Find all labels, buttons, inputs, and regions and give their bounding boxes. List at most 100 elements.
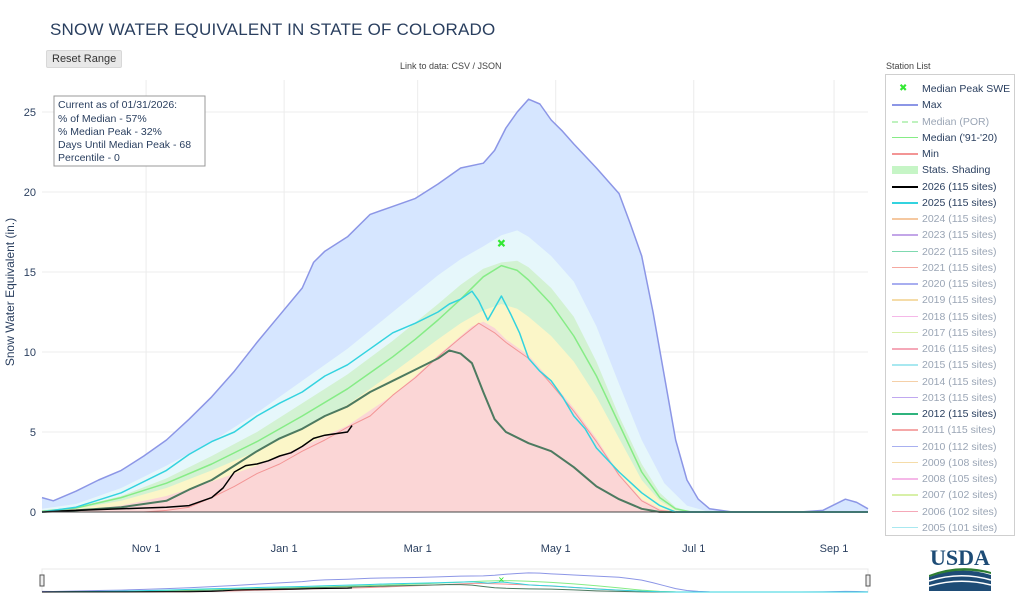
legend-label: 2020 (115 sites) xyxy=(922,278,997,290)
slider-series xyxy=(41,580,868,593)
series-2012-115-sites-[interactable] xyxy=(41,349,868,513)
series-2025-115-sites-[interactable] xyxy=(41,290,868,513)
band-min xyxy=(42,321,868,512)
legend-label: 2021 (115 sites) xyxy=(922,261,997,274)
info-line: % Median Peak - 32% xyxy=(58,126,162,138)
legend-item[interactable]: 2005 (101 sites) xyxy=(890,521,1014,535)
slider-series xyxy=(41,584,868,593)
legend-swatch xyxy=(892,461,918,464)
legend-label: Stats. Shading xyxy=(922,164,991,177)
legend-label: 2007 (102 sites) xyxy=(922,489,998,502)
info-line: Days Until Median Peak - 68 xyxy=(58,139,191,151)
legend-swatch xyxy=(892,478,918,480)
range-slider[interactable]: ✕ xyxy=(39,568,871,593)
slider-series xyxy=(41,581,868,593)
station-list-label[interactable]: Station List xyxy=(886,61,931,71)
x-tick-label: Sep 1 xyxy=(820,543,849,555)
legend-swatch xyxy=(892,250,918,252)
legend-label: 2022 (115 sites) xyxy=(922,245,997,258)
legend-item[interactable]: Median ('91-'20) xyxy=(890,131,1014,145)
data-link[interactable]: Link to data: CSV / JSON xyxy=(400,61,502,71)
legend-item[interactable]: 2023 (115 sites) xyxy=(890,228,1014,242)
legend-item[interactable]: 2018 (115 sites) xyxy=(890,310,1014,324)
legend-item[interactable]: 2016 (115 sites) xyxy=(890,342,1014,356)
legend-item[interactable]: 2025 (115 sites) xyxy=(890,196,1014,210)
legend-item[interactable]: 2014 (115 sites) xyxy=(890,375,1014,389)
legend-label: Max xyxy=(922,99,942,112)
legend-label: 2005 (101 sites) xyxy=(922,521,998,534)
page-title: SNOW WATER EQUIVALENT IN STATE OF COLORA… xyxy=(50,20,496,39)
usda-logo-text: USDA xyxy=(930,545,990,570)
legend-swatch xyxy=(892,364,918,366)
legend-swatch xyxy=(892,104,918,106)
legend-swatch xyxy=(892,283,918,285)
legend-item[interactable]: 2021 (115 sites) xyxy=(890,261,1014,275)
legend-item[interactable]: 2010 (112 sites) xyxy=(890,440,1014,454)
legend-item[interactable]: 2006 (102 sites) xyxy=(890,505,1014,519)
legend-item[interactable]: 2009 (108 sites) xyxy=(890,456,1014,470)
stats-shading-bands xyxy=(42,99,868,512)
legend-swatch xyxy=(892,166,918,175)
slider-series xyxy=(41,572,869,593)
legend-item[interactable]: 2020 (115 sites) xyxy=(890,277,1014,291)
range-slider-handle-right[interactable] xyxy=(865,574,871,587)
legend-label: 2024 (115 sites) xyxy=(922,213,997,225)
legend: ✖ Median Peak SWE Max Median (POR) Median ('… xyxy=(885,74,1015,536)
slider-series xyxy=(41,587,353,593)
series-max[interactable] xyxy=(41,98,869,513)
legend-label: 2010 (112 sites) xyxy=(922,440,997,453)
usda-logo: USDA xyxy=(925,545,995,595)
legend-item[interactable]: Max xyxy=(890,98,1014,112)
series-2026-115-sites-[interactable] xyxy=(41,425,353,513)
range-slider-handle-left[interactable] xyxy=(39,574,45,587)
legend-swatch xyxy=(892,299,918,301)
x-tick-label: Mar 1 xyxy=(404,543,432,555)
legend-item[interactable]: 2024 (115 sites) xyxy=(890,212,1014,226)
legend-label: 2018 (115 sites) xyxy=(922,310,997,323)
legend-swatch xyxy=(892,494,918,496)
series-lines[interactable] xyxy=(41,98,869,513)
legend-label: Median ('91-'20) xyxy=(922,131,998,144)
legend-swatch xyxy=(892,445,918,447)
x-tick-label: Jul 1 xyxy=(682,543,705,555)
legend-item[interactable]: Stats. Shading xyxy=(890,163,1014,177)
legend-item[interactable]: 2012 (115 sites) xyxy=(890,407,1014,421)
legend-item[interactable]: 2013 (115 sites) xyxy=(890,391,1014,405)
legend-swatch xyxy=(892,266,918,269)
legend-item[interactable]: 2017 (115 sites) xyxy=(890,326,1014,340)
legend-swatch xyxy=(892,380,918,382)
legend-item[interactable]: 2022 (115 sites) xyxy=(890,245,1014,259)
legend-swatch xyxy=(892,413,918,415)
legend-label: 2009 (108 sites) xyxy=(922,456,998,469)
legend-item[interactable]: Min xyxy=(890,147,1014,161)
legend-swatch xyxy=(892,510,918,512)
legend-item[interactable]: Median (POR) xyxy=(890,115,1014,129)
legend-item[interactable]: 2007 (102 sites) xyxy=(890,488,1014,502)
slider-peak-marker: ✕ xyxy=(498,576,505,585)
legend-label: Median Peak SWE xyxy=(922,83,1011,95)
legend-swatch xyxy=(892,218,918,220)
legend-label: 2016 (115 sites) xyxy=(922,343,997,355)
legend-swatch xyxy=(892,396,918,399)
median-peak-marker[interactable] xyxy=(497,239,506,247)
legend-item[interactable]: ✖ Median Peak SWE xyxy=(890,82,1014,96)
legend-swatch: ✖ xyxy=(899,83,908,94)
reset-range-button[interactable]: Reset Range xyxy=(46,50,123,68)
legend-label: Min xyxy=(922,148,939,160)
legend-item[interactable]: 2019 (115 sites) xyxy=(890,293,1014,307)
legend-label: Median (POR) xyxy=(922,115,990,128)
legend-label: 2013 (115 sites) xyxy=(922,391,997,404)
series-median-91-20-[interactable] xyxy=(41,264,868,513)
legend-item[interactable]: 2026 (115 sites) xyxy=(890,180,1014,194)
legend-swatch xyxy=(892,331,918,334)
legend-label: 2025 (115 sites) xyxy=(922,196,997,209)
x-tick-label: Jan 1 xyxy=(271,543,298,555)
legend-swatch xyxy=(892,429,918,431)
usda-logo-field-icon xyxy=(928,568,992,591)
legend-label: 2012 (115 sites) xyxy=(922,408,997,420)
legend-swatch xyxy=(892,315,918,317)
legend-item[interactable]: 2008 (105 sites) xyxy=(890,472,1014,486)
legend-item[interactable]: 2011 (115 sites) xyxy=(890,423,1014,437)
legend-item[interactable]: 2015 (115 sites) xyxy=(890,358,1014,372)
